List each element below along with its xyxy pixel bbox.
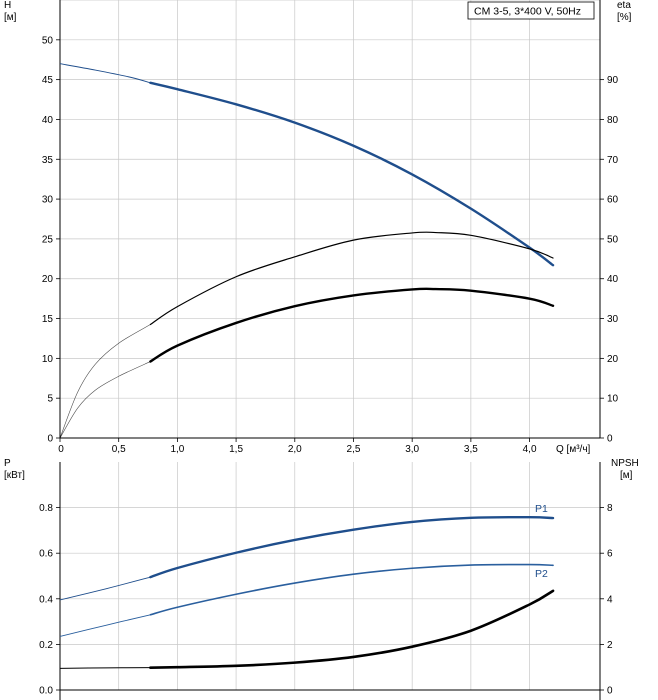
y-left-tick-label: 0.8 <box>39 503 53 514</box>
y-right-tick-label: 6 <box>607 549 613 560</box>
p2-curve-operating <box>149 563 554 616</box>
y-right-tick-label: 0 <box>607 434 613 445</box>
legend-frame <box>467 1 595 20</box>
y-left-tick-label: 30 <box>42 195 54 206</box>
y-right-axis-unit: [м] <box>620 470 633 481</box>
y-right-tick-label: 8 <box>607 503 613 514</box>
x-tick-label: 2,0 <box>288 444 302 455</box>
y-left-tick-label: 0.0 <box>39 686 53 697</box>
x-tick-label: 0,5 <box>112 444 126 455</box>
y-left-axis-title: H <box>4 0 11 11</box>
p1-curve-operating <box>149 515 555 579</box>
y-left-tick-label: 10 <box>42 354 54 365</box>
y-left-tick-label: 20 <box>42 274 54 285</box>
x-tick-label: 1,5 <box>229 444 243 455</box>
legend-model-text: CM 3-5, 3*400 V, 50Hz <box>474 6 581 18</box>
y-left-tick-label: 40 <box>42 115 54 126</box>
y-right-tick-label: 40 <box>607 274 619 285</box>
y-right-axis-title: eta <box>617 0 631 11</box>
x-tick-label: 4,0 <box>523 444 537 455</box>
legend-box: CM 3-5, 3*400 V, 50Hz <box>467 1 595 20</box>
y-right-tick-label: 10 <box>607 394 619 405</box>
bottom-panel: 0.0 0.2 0.4 0.6 0.8 0 2 4 6 8 P[кВт] NPSH[м] P1 P2 <box>4 458 639 700</box>
x-tick-label: 3,0 <box>405 444 419 455</box>
x-tick-label: 1,0 <box>170 444 184 455</box>
x-axis-label: Q [м³/ч] <box>556 444 591 455</box>
y-left-tick-label: 0.4 <box>39 594 53 605</box>
y-left-tick-label: 0.6 <box>39 549 53 560</box>
p2-series-label: P2 <box>535 568 548 580</box>
y-right-axis-title: NPSH <box>611 458 639 469</box>
y-left-axis-title: P <box>4 458 11 469</box>
x-tick-label: 3,5 <box>464 444 478 455</box>
x-tick-label: 0 <box>58 444 64 455</box>
y-left-tick-label: 0.2 <box>39 640 53 651</box>
y-right-tick-label: 20 <box>607 354 619 365</box>
y-right-tick-label: 2 <box>607 640 613 651</box>
y-right-tick-label: 30 <box>607 314 619 325</box>
eta-curve-lower-extrapolated <box>59 361 151 439</box>
y-right-axis-unit: [%] <box>617 12 632 23</box>
head-curve-operating <box>149 81 555 267</box>
y-right-tick-label: 50 <box>607 234 619 245</box>
head-curve-extrapolated <box>59 63 151 84</box>
p1-curve-extrapolated <box>59 576 151 601</box>
eta-curve-upper-extrapolated <box>59 324 151 439</box>
p2-curve-extrapolated <box>59 614 151 637</box>
eta-curve-upper-operating <box>149 231 554 326</box>
y-left-tick-label: 50 <box>42 35 54 46</box>
y-left-tick-label: 15 <box>42 314 54 325</box>
y-left-tick-label: 0 <box>47 434 53 445</box>
y-right-tick-label: 4 <box>607 594 613 605</box>
y-left-tick-label: 5 <box>47 394 53 405</box>
top-panel: 0 5 10 15 20 25 30 35 40 45 50 0 10 20 30 40 50 60 70 80 90 0… <box>4 0 632 455</box>
y-left-tick-label: 45 <box>42 75 54 86</box>
y-right-tick-label: 70 <box>607 155 619 166</box>
x-tick-label: 2,5 <box>347 444 361 455</box>
npsh-curve-extrapolated <box>59 667 151 669</box>
y-right-tick-label: 80 <box>607 115 619 126</box>
y-right-tick-label: 0 <box>607 686 613 697</box>
y-left-tick-label: 35 <box>42 155 54 166</box>
y-left-axis-unit: [м] <box>4 12 17 23</box>
eta-curve-lower-operating <box>149 287 555 363</box>
y-right-tick-label: 90 <box>607 75 619 86</box>
y-right-tick-label: 60 <box>607 195 619 206</box>
p1-series-label: P1 <box>535 503 548 515</box>
y-left-tick-label: 25 <box>42 234 54 245</box>
y-left-axis-unit: [кВт] <box>4 470 25 481</box>
npsh-curve-operating <box>149 589 555 669</box>
